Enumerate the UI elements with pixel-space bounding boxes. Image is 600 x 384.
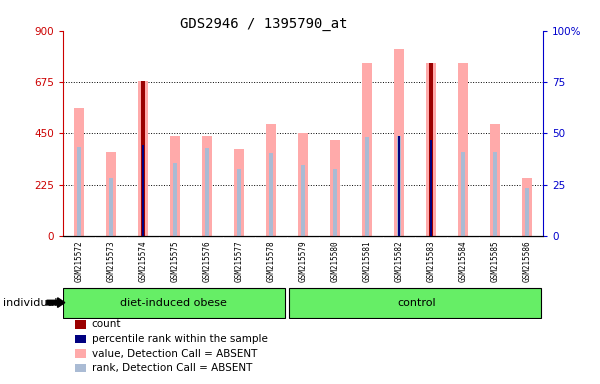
Text: GSM215584: GSM215584 [458,240,467,282]
Bar [461,152,466,236]
Text: GSM215575: GSM215575 [170,240,179,282]
Bar [173,163,178,236]
Bar [234,149,244,236]
Bar [77,147,82,236]
Bar [138,81,148,236]
Bar [142,145,144,236]
Text: GSM215583: GSM215583 [427,240,436,282]
Bar [205,148,209,236]
Text: GSM215580: GSM215580 [331,240,340,282]
Text: GDS2946 / 1395790_at: GDS2946 / 1395790_at [180,17,348,31]
Text: GSM215572: GSM215572 [74,240,83,282]
Text: value, Detection Call = ABSENT: value, Detection Call = ABSENT [92,349,257,359]
Bar [394,49,404,236]
Bar [362,63,372,236]
Bar [289,288,541,318]
Text: GSM215585: GSM215585 [491,240,499,282]
Bar [458,63,468,236]
Text: percentile rank within the sample: percentile rank within the sample [92,334,268,344]
Text: GSM215574: GSM215574 [139,240,148,282]
Text: GSM215573: GSM215573 [107,240,115,282]
Text: GSM215582: GSM215582 [395,240,404,282]
Bar [490,124,500,236]
Text: GSM215586: GSM215586 [523,240,532,282]
Bar [266,124,276,236]
Text: rank, Detection Call = ABSENT: rank, Detection Call = ABSENT [92,363,252,373]
Bar [109,178,113,236]
Bar [140,145,145,236]
Text: GSM215578: GSM215578 [266,240,275,282]
Text: control: control [397,298,436,308]
Text: GSM215577: GSM215577 [235,240,244,282]
Bar [430,140,432,236]
Bar [398,136,400,236]
Bar [106,152,116,236]
Bar [298,134,308,236]
Bar [524,188,529,236]
Bar [426,63,436,236]
Bar [430,63,433,236]
Text: GSM215581: GSM215581 [362,240,371,282]
Bar [202,136,212,236]
Bar [330,140,340,236]
Bar [170,136,180,236]
Text: individual: individual [3,298,58,308]
Bar [269,153,274,236]
Bar [63,288,284,318]
Bar [522,178,532,236]
Bar [142,81,145,236]
Bar [493,152,497,236]
Text: diet-induced obese: diet-induced obese [121,298,227,308]
Bar [301,166,305,236]
Bar [428,140,433,236]
Bar [74,108,84,236]
Text: GSM215579: GSM215579 [299,240,308,282]
Bar [365,137,370,236]
Bar [236,169,241,236]
Bar [397,136,401,236]
Text: GSM215576: GSM215576 [203,240,212,282]
Bar [332,169,337,236]
Text: count: count [92,319,121,329]
